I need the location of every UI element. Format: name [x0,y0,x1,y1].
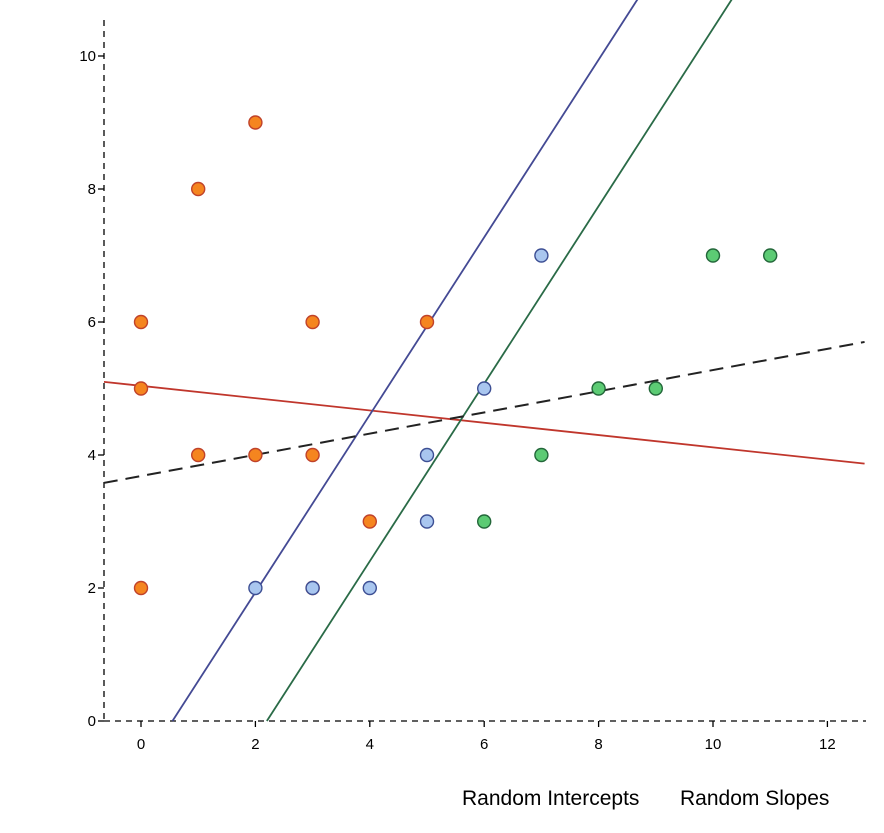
scatter-point-group-1 [133,381,149,396]
scatter-point-group-2 [248,580,263,596]
scatter-point-group-3 [591,381,606,396]
x-tick-label: 10 [705,736,722,753]
y-tick-label: 2 [88,580,96,597]
scatter-point-group-1 [190,447,206,463]
scatter-point-group-1 [190,181,206,197]
scatter-point-group-2 [362,580,377,596]
x-tick-label: 12 [819,736,836,753]
scatter-point-group-3 [705,248,721,263]
scatter-point-group-2 [477,381,492,396]
scatter-point-group-3 [763,248,778,263]
scatter-point-group-2 [534,248,549,263]
y-tick-label: 8 [88,181,96,198]
scatter-point-group-1 [133,580,149,596]
y-tick-label: 0 [88,713,96,730]
scatter-point-group-1 [133,314,149,330]
x-tick-label: 2 [251,736,259,753]
scatter-point-group-2 [419,447,435,463]
scatter-point-group-2 [419,514,435,529]
scatter-point-group-3 [648,381,663,396]
x-tick-label: 4 [366,736,374,753]
y-tick-label: 10 [79,48,96,65]
x-tick-label: 8 [594,736,602,753]
scatter-point-group-2 [305,580,320,596]
scatter-point-group-1 [248,115,263,130]
axes: 0 2 4 6 8 10 0 2 4 6 8 10 12 [79,20,866,753]
group-fit-line-0 [104,380,865,465]
scatter-point-group-1 [419,314,435,330]
legend-entry-random-intercepts: Random Intercepts [462,787,639,810]
scatter-point-group-1 [305,447,320,463]
group-fit-line-1 [171,0,639,722]
scatter-point-group-1 [305,314,320,330]
regression-lines [104,0,865,722]
scatter-point-group-1 [362,514,377,529]
overall-fit-dashed-line [104,340,865,484]
scatter-point-group-3 [477,514,492,529]
y-tick-label: 6 [88,314,96,331]
data-points [133,115,778,596]
legend-entry-random-slopes: Random Slopes [680,787,829,810]
legend: Random Intercepts Random Slopes [462,787,829,810]
x-tick-label: 0 [137,736,145,753]
scatter-point-group-3 [534,447,549,463]
group-fit-line-2 [266,0,733,722]
x-tick-label: 6 [480,736,488,753]
y-tick-label: 4 [88,447,96,464]
scatter-point-group-1 [248,447,263,463]
